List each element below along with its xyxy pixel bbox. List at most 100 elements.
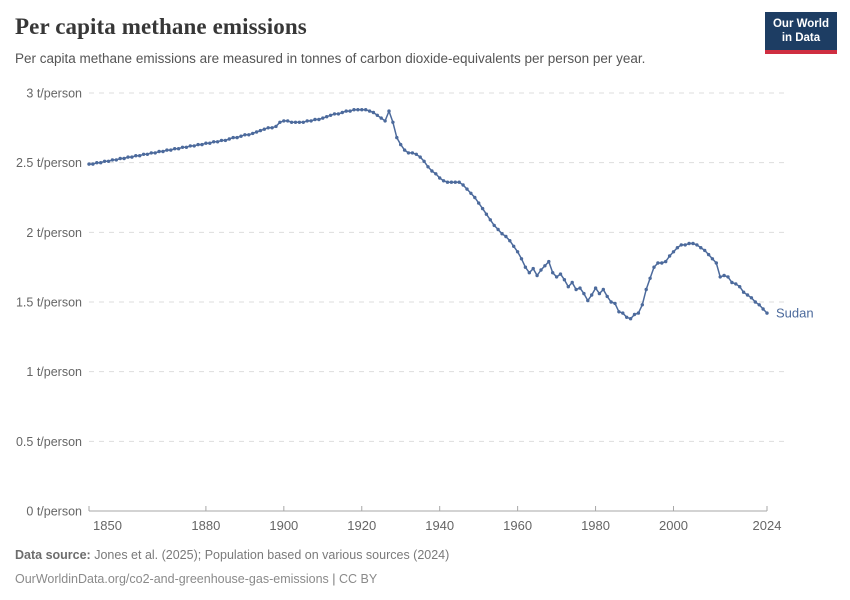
series-point	[761, 307, 765, 311]
series-point	[718, 275, 722, 279]
series-point	[570, 280, 574, 285]
series-point	[636, 311, 641, 315]
series-points-sudan[interactable]	[87, 108, 769, 321]
series-point	[149, 151, 153, 155]
series-point	[138, 154, 142, 158]
x-tick-label-2000: 2000	[659, 518, 688, 533]
series-point	[391, 120, 395, 125]
series-point	[477, 201, 481, 205]
series-point	[208, 141, 212, 145]
series-point	[730, 280, 734, 285]
series-point	[410, 151, 415, 155]
series-point	[258, 128, 263, 133]
separator: |	[332, 571, 336, 586]
series-point	[348, 109, 352, 113]
series-point	[282, 119, 286, 123]
series-point	[558, 272, 563, 276]
series-point	[671, 250, 676, 254]
series-point	[484, 212, 489, 216]
x-tick-label-1960: 1960	[503, 518, 532, 533]
series-point	[402, 148, 407, 152]
series-point	[566, 285, 570, 289]
series-point	[628, 317, 633, 321]
series-point	[683, 243, 687, 247]
series-point	[461, 183, 465, 187]
series-point	[270, 126, 274, 130]
series-end-label-sudan[interactable]: Sudan	[776, 306, 814, 321]
series-point	[364, 108, 368, 112]
data-source-label: Data source:	[15, 548, 91, 562]
owid-logo-line1: Our World	[772, 18, 829, 30]
x-tick-label-1850: 1850	[93, 518, 122, 533]
owid-logo-line2: in Data	[781, 32, 821, 45]
series-point	[539, 268, 543, 272]
series-point	[531, 266, 535, 271]
series-point	[176, 147, 181, 151]
series-point	[749, 296, 754, 300]
series-point	[317, 117, 321, 122]
series-point	[426, 165, 430, 169]
series-point	[741, 290, 746, 294]
series-point	[169, 148, 173, 152]
series-point	[660, 261, 664, 265]
series-point	[219, 138, 224, 143]
series-point	[586, 298, 590, 303]
series-point	[706, 252, 711, 257]
series-point	[325, 115, 329, 119]
series-point	[360, 108, 364, 112]
series-point	[254, 130, 259, 134]
series-point	[313, 117, 317, 122]
series-point	[106, 159, 111, 163]
series-point	[145, 152, 150, 156]
series-point	[371, 110, 376, 115]
series-point	[679, 243, 683, 247]
series-point	[469, 191, 473, 195]
series-point	[204, 141, 208, 145]
series-point	[597, 291, 602, 296]
series-point	[126, 155, 130, 159]
series-point	[395, 135, 399, 140]
series-point	[340, 110, 344, 115]
series-point	[574, 287, 578, 292]
series-point	[251, 131, 255, 136]
x-tick-label-1980: 1980	[581, 518, 610, 533]
data-source-line: Data source: Jones et al. (2025); Popula…	[15, 544, 449, 568]
series-point	[114, 158, 119, 162]
series-point	[508, 239, 512, 243]
series-point	[488, 218, 492, 222]
owid-logo[interactable]: Our World in Data	[764, 12, 837, 54]
series-point	[344, 109, 348, 113]
series-point	[765, 311, 769, 315]
series-point	[274, 124, 278, 129]
license-link[interactable]: CC BY	[339, 571, 378, 586]
series-point	[547, 259, 551, 264]
series-point	[745, 293, 750, 297]
series-point	[153, 151, 157, 155]
series-line-sudan[interactable]	[89, 108, 768, 320]
data-source-text: Jones et al. (2025); Population based on…	[94, 548, 450, 562]
series-point	[188, 144, 192, 148]
series-point	[457, 180, 461, 184]
series-point	[141, 152, 146, 156]
series-point	[710, 257, 715, 261]
y-tick-label: 1 t/person	[26, 365, 82, 379]
series-point	[593, 286, 598, 290]
x-tick-label-1940: 1940	[425, 518, 454, 533]
series-point	[648, 276, 652, 280]
series-point	[180, 145, 185, 149]
series-point	[605, 294, 609, 299]
series-point	[336, 112, 341, 116]
series-point	[757, 303, 761, 307]
series-point	[738, 285, 742, 289]
series-point	[652, 265, 656, 269]
page-title: Per capita methane emissions	[15, 14, 307, 39]
series-point	[449, 180, 454, 184]
series-point	[247, 133, 251, 137]
y-tick-label: 0 t/person	[26, 505, 82, 519]
series-point	[192, 144, 196, 148]
series-point	[480, 206, 485, 211]
series-point	[554, 275, 559, 279]
owid-url-link[interactable]: OurWorldinData.org/co2-and-greenhouse-ga…	[15, 571, 329, 586]
series-point	[582, 291, 586, 296]
